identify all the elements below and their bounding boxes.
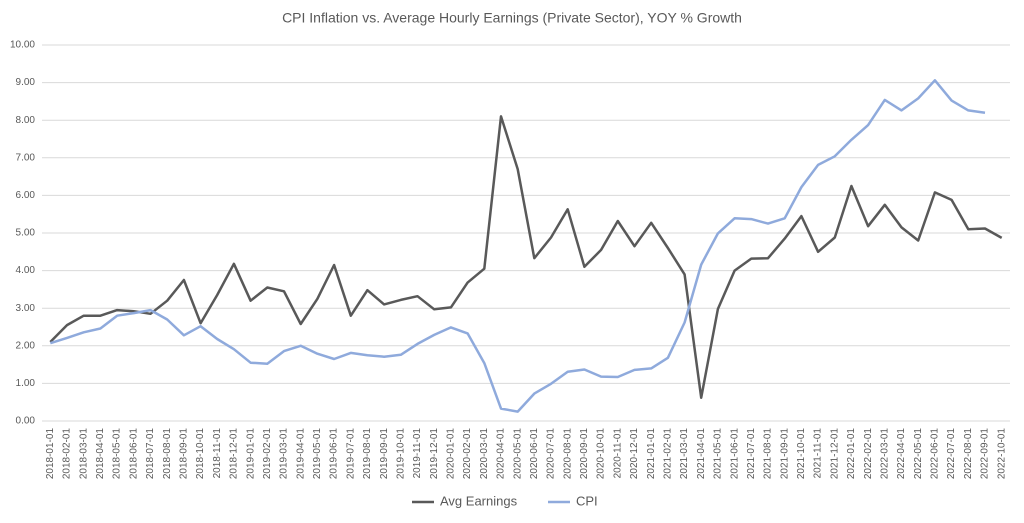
- x-tick-label: 2018-08-01: [162, 428, 173, 480]
- x-tick-label: 2020-07-01: [546, 428, 557, 480]
- y-tick-label: 9.00: [16, 77, 36, 88]
- chart-title: CPI Inflation vs. Average Hourly Earning…: [282, 10, 742, 26]
- y-tick-label: 7.00: [16, 152, 36, 163]
- x-tick-label: 2021-06-01: [729, 428, 740, 480]
- x-tick-label: 2022-04-01: [896, 428, 907, 480]
- x-tick-label: 2018-09-01: [179, 428, 190, 480]
- legend-label: Avg Earnings: [440, 493, 518, 508]
- x-tick-label: 2021-03-01: [679, 428, 690, 480]
- x-tick-label: 2020-03-01: [479, 428, 490, 480]
- x-tick-label: 2018-06-01: [128, 428, 139, 480]
- x-tick-label: 2019-06-01: [329, 428, 340, 480]
- x-tick-label: 2021-01-01: [646, 428, 657, 480]
- x-tick-label: 2020-09-01: [579, 428, 590, 480]
- y-tick-label: 4.00: [16, 265, 36, 276]
- x-tick-label: 2018-12-01: [229, 428, 240, 480]
- x-tick-label: 2018-04-01: [95, 428, 106, 480]
- y-tick-label: 6.00: [16, 190, 36, 201]
- y-tick-label: 2.00: [16, 340, 36, 351]
- x-tick-label: 2020-04-01: [496, 428, 507, 480]
- x-tick-label: 2020-11-01: [612, 428, 623, 479]
- x-tick-label: 2019-04-01: [295, 428, 306, 480]
- x-tick-label: 2019-02-01: [262, 428, 273, 480]
- x-tick-label: 2019-10-01: [395, 428, 406, 480]
- x-tick-label: 2021-02-01: [663, 428, 674, 480]
- x-tick-label: 2021-08-01: [763, 428, 774, 480]
- x-tick-label: 2019-03-01: [279, 428, 290, 480]
- x-tick-label: 2021-11-01: [813, 428, 824, 479]
- x-tick-label: 2020-12-01: [629, 428, 640, 480]
- x-tick-label: 2018-03-01: [78, 428, 89, 480]
- x-tick-label: 2022-03-01: [879, 428, 890, 480]
- line-series: [49, 79, 986, 413]
- x-tick-label: 2021-04-01: [696, 428, 707, 480]
- x-tick-label: 2021-12-01: [829, 428, 840, 480]
- x-tick-label: 2021-10-01: [796, 428, 807, 480]
- x-tick-label: 2019-12-01: [429, 428, 440, 480]
- x-tick-label: 2022-01-01: [846, 428, 857, 480]
- x-tick-label: 2020-06-01: [529, 428, 540, 480]
- x-tick-label: 2019-11-01: [412, 428, 423, 479]
- x-tick-label: 2022-05-01: [913, 428, 924, 480]
- x-tick-label: 2018-07-01: [145, 428, 156, 480]
- y-tick-label: 10.00: [10, 40, 35, 51]
- x-tick-label: 2022-02-01: [863, 428, 874, 480]
- x-tick-label: 2019-09-01: [379, 428, 390, 480]
- x-tick-label: 2018-01-01: [45, 428, 56, 480]
- x-tick-label: 2019-07-01: [345, 428, 356, 480]
- line-series: [49, 115, 1003, 399]
- x-tick-label: 2020-02-01: [462, 428, 473, 480]
- x-tick-label: 2022-09-01: [980, 428, 991, 480]
- x-tick-label: 2021-05-01: [713, 428, 724, 480]
- x-tick-label: 2019-08-01: [362, 428, 373, 480]
- x-tick-label: 2021-09-01: [779, 428, 790, 480]
- y-tick-label: 8.00: [16, 115, 36, 126]
- y-tick-label: 0.00: [16, 416, 36, 427]
- x-tick-label: 2018-10-01: [195, 428, 206, 480]
- x-tick-label: 2019-01-01: [245, 428, 256, 480]
- x-tick-label: 2018-02-01: [62, 428, 73, 480]
- x-tick-label: 2022-07-01: [946, 428, 957, 480]
- legend-label: CPI: [576, 493, 598, 508]
- x-tick-label: 2022-08-01: [963, 428, 974, 480]
- x-tick-label: 2021-07-01: [746, 428, 757, 480]
- y-tick-label: 3.00: [16, 303, 36, 314]
- x-tick-label: 2022-06-01: [930, 428, 941, 480]
- x-tick-label: 2020-01-01: [446, 428, 457, 480]
- x-tick-label: 2020-08-01: [562, 428, 573, 480]
- x-tick-label: 2019-05-01: [312, 428, 323, 480]
- x-tick-label: 2022-10-01: [996, 428, 1007, 480]
- x-tick-label: 2018-05-01: [112, 428, 123, 480]
- x-tick-label: 2018-11-01: [212, 428, 223, 479]
- y-tick-label: 5.00: [16, 228, 36, 239]
- y-tick-label: 1.00: [16, 378, 36, 389]
- x-tick-label: 2020-05-01: [512, 428, 523, 480]
- x-tick-label: 2020-10-01: [596, 428, 607, 480]
